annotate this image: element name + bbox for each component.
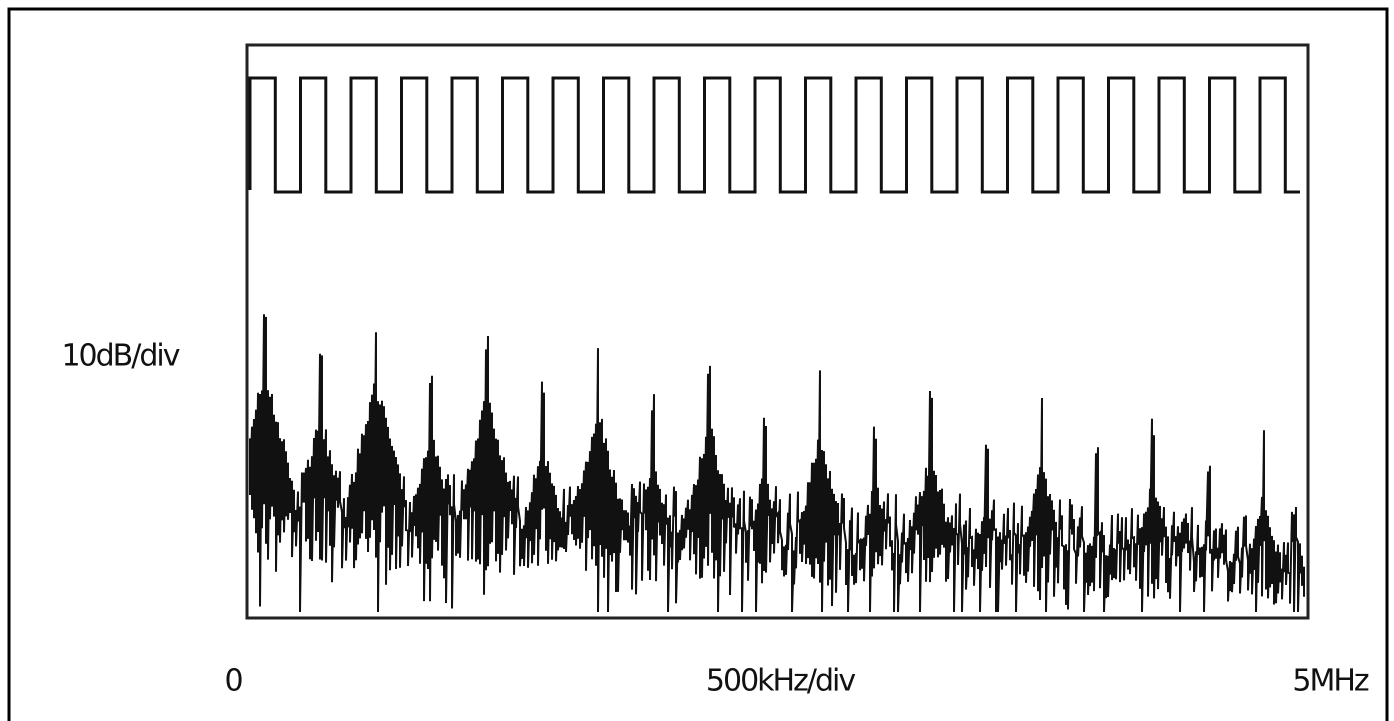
traces [248,76,1305,613]
x-scale-label: 500kHz/div [706,664,855,699]
square-wave-trace [248,76,1300,194]
x-start-label: 0 [224,664,242,699]
x-end-label: 5MHz [1292,664,1369,699]
plot-frame [245,43,1310,620]
spectrum-trace [249,314,1305,613]
y-scale-label: 10dB/div [61,339,179,374]
figure-frame [7,7,1389,721]
